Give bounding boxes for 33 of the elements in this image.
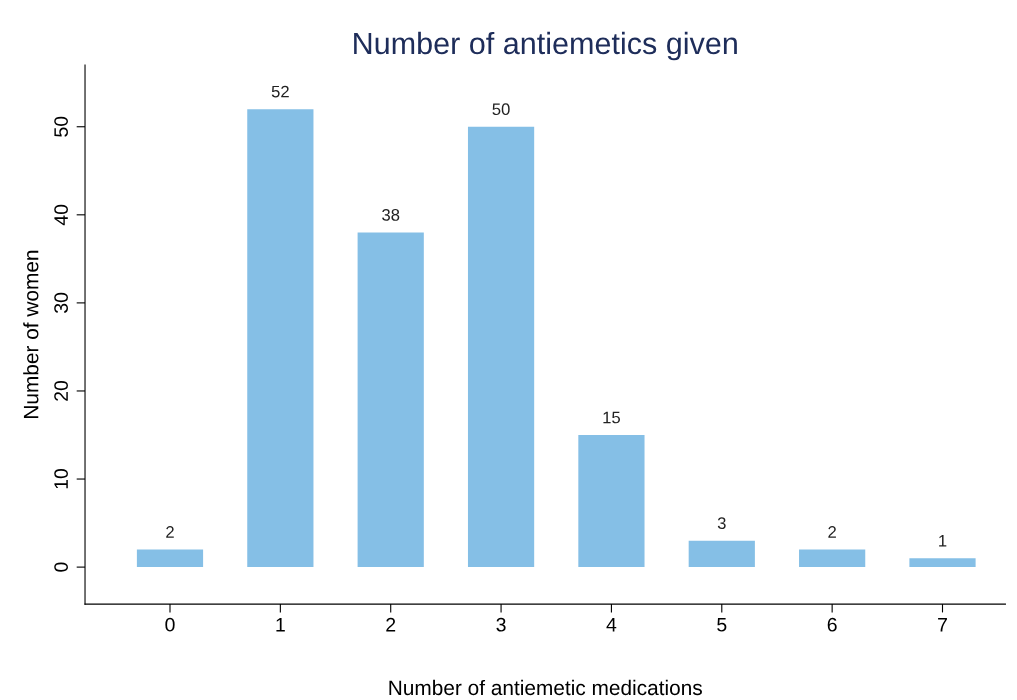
data-label: 3 <box>717 517 726 530</box>
x-tick-label: 7 <box>938 618 947 632</box>
data-label: 50 <box>492 103 510 116</box>
x-tick-label: 1 <box>276 618 285 632</box>
bar <box>247 109 314 568</box>
y-tick-label: 40 <box>54 204 68 226</box>
x-tick-label: 3 <box>496 617 506 632</box>
y-tick-label: 20 <box>54 380 68 401</box>
y-tick-label: 50 <box>54 116 68 137</box>
bar <box>467 126 535 568</box>
x-tick-label: 2 <box>386 617 396 632</box>
x-axis-title: Number of antiemetic medications <box>389 679 702 696</box>
x-tick-label: 6 <box>827 617 837 632</box>
y-tick-label: 30 <box>54 292 68 313</box>
x-tick-label: 4 <box>606 618 617 632</box>
bar <box>578 435 645 568</box>
bar <box>909 558 976 568</box>
chart-title: Number of antiemetics given <box>354 31 737 61</box>
x-tick-label: 0 <box>165 617 175 632</box>
data-label: 2 <box>166 526 174 538</box>
bar <box>136 549 204 568</box>
bar <box>799 549 866 568</box>
data-label: 38 <box>382 209 400 221</box>
x-tick-label: 5 <box>717 618 727 632</box>
bar <box>357 232 424 568</box>
bar <box>688 540 755 568</box>
data-label: 2 <box>828 526 836 538</box>
y-tick-label: 0 <box>54 562 68 572</box>
y-axis-title: Number of women <box>23 250 39 418</box>
data-label: 52 <box>271 85 289 98</box>
data-label: 1 <box>939 535 947 547</box>
y-tick-label: 10 <box>54 468 68 489</box>
data-label: 15 <box>603 411 620 424</box>
